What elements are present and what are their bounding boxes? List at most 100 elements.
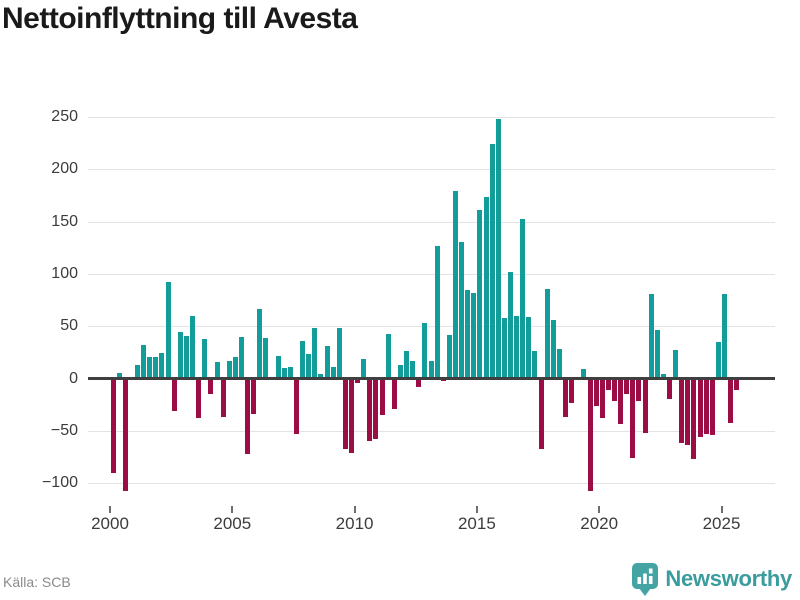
bar-positive [495,118,501,379]
x-axis-tick-label: 2005 [213,514,252,533]
bar-negative [697,378,703,438]
bar-negative [355,378,361,383]
y-axis-tick-label: 50 [60,317,78,335]
x-axis-tick-label: 2010 [335,514,374,533]
bar-positive [715,341,721,379]
bar-positive [581,369,587,379]
bar-positive [287,367,293,379]
x-axis-tick [353,506,356,513]
newsworthy-brand-name: Newsworthy [665,566,792,591]
bar-negative [122,378,128,491]
bar-negative [679,378,685,444]
bar-positive [550,319,556,379]
bar-positive [257,309,263,379]
bar-positive [183,335,189,379]
x-axis-tick-label: 2000 [91,514,129,533]
bar-positive [232,356,238,379]
bar-negative [220,378,226,418]
y-gridline [88,326,775,328]
bar-negative [294,378,299,434]
y-axis-tick-label: 150 [51,212,78,230]
bar-positive [190,315,195,379]
bar-negative [691,378,697,460]
bar-positive [520,219,526,379]
bar-positive [404,351,409,379]
x-axis-tick [109,506,111,513]
x-axis-tick-label: 2015 [457,514,496,533]
bar-positive [452,191,458,379]
bar-positive [153,356,159,379]
bar-negative [593,378,599,406]
bar-negative [563,378,568,418]
bar-positive [318,374,324,379]
bar-positive [226,360,232,379]
bar-negative [569,378,575,403]
bar-positive [654,330,660,379]
bar-positive [214,361,220,379]
bar-negative [667,378,672,400]
bar-negative [391,378,397,409]
bar-negative [605,378,611,390]
bar-positive [501,317,507,379]
bar-positive [410,360,416,379]
chart-title: Nettoinflyttning till Avesta [2,2,358,35]
y-gridline [88,116,775,118]
bar-positive [116,373,122,379]
newsworthy-brand-link[interactable]: Newsworthy [632,562,792,596]
bar-positive [532,351,538,379]
bar-positive [135,364,140,379]
bar-positive [306,354,312,379]
y-gridline [88,483,775,485]
bar-negative [416,378,422,387]
bar-positive [514,315,520,379]
bar-positive [312,328,318,379]
bar-negative [349,378,354,453]
bar-positive [330,367,336,379]
x-axis-tick [598,506,601,513]
x-axis-tick [720,506,723,513]
bar-positive [300,340,306,379]
bar-positive [263,337,269,379]
bar-positive [177,332,183,379]
bar-positive [465,289,471,379]
x-axis-tick [231,506,234,513]
bar-negative [642,378,648,433]
bar-negative [367,378,373,442]
bar-positive [238,336,244,379]
bar-positive [722,293,727,379]
y-axis-tick-label: 100 [51,264,78,282]
bar-negative [171,378,177,411]
bar-negative [630,378,636,459]
bar-negative [538,378,544,449]
bar-positive [483,197,489,379]
bar-positive [526,316,532,379]
bar-negative [728,378,734,423]
bar-positive [422,323,428,379]
y-axis-tick-label: −100 [41,474,78,492]
y-axis-tick-label: 200 [51,160,78,178]
bar-negative [624,378,630,395]
bar-negative [342,378,348,449]
bar-positive [434,245,440,379]
newsworthy-pin-bar-chart-icon [632,562,659,596]
bar-negative [703,378,709,434]
bar-negative [734,378,740,390]
bar-positive [544,288,550,379]
bar-positive [147,356,153,379]
bar-positive [324,346,330,379]
x-axis-tick-label: 2025 [702,514,741,533]
bar-negative [373,378,379,440]
bar-negative [587,378,593,491]
bar-negative [618,378,623,424]
bar-negative [196,378,202,419]
bar-positive [673,350,679,379]
bar-positive [202,338,208,379]
bar-positive [459,242,465,379]
bar-negative [208,378,214,395]
bar-negative [379,378,385,416]
bar-positive [489,144,495,379]
y-gridline [88,273,775,275]
bar-positive [648,293,654,379]
